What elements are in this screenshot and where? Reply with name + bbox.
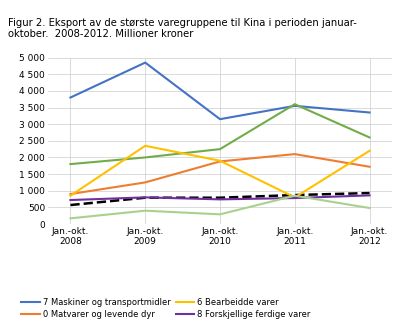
3 Brenselsolje, smørestoffer, strøm xyxy=(367,206,372,210)
0 Matvarer og levende dyr xyxy=(367,165,372,169)
2 Råvarer (ekskl. brensel) xyxy=(367,191,372,195)
Line: 5 Kjemiske produkter: 5 Kjemiske produkter xyxy=(70,104,370,164)
2 Råvarer (ekskl. brensel) xyxy=(68,203,73,207)
5 Kjemiske produkter xyxy=(218,147,222,151)
3 Brenselsolje, smørestoffer, strøm xyxy=(143,209,148,212)
3 Brenselsolje, smørestoffer, strøm xyxy=(218,212,222,216)
7 Maskiner og transportmidler xyxy=(143,61,148,65)
6 Bearbeidde varer xyxy=(143,144,148,148)
Line: 8 Forskjellige ferdige varer: 8 Forskjellige ferdige varer xyxy=(70,196,370,200)
Line: 7 Maskiner og transportmidler: 7 Maskiner og transportmidler xyxy=(70,63,370,119)
7 Maskiner og transportmidler xyxy=(68,96,73,100)
6 Bearbeidde varer xyxy=(367,149,372,153)
7 Maskiner og transportmidler xyxy=(292,104,297,108)
3 Brenselsolje, smørestoffer, strøm xyxy=(68,216,73,220)
8 Forskjellige ferdige varer xyxy=(68,198,73,202)
Legend: 7 Maskiner og transportmidler, 0 Matvarer og levende dyr, 5 Kjemiske produkter, : 7 Maskiner og transportmidler, 0 Matvare… xyxy=(21,298,345,320)
8 Forskjellige ferdige varer xyxy=(143,196,148,199)
5 Kjemiske produkter xyxy=(143,156,148,159)
8 Forskjellige ferdige varer xyxy=(292,196,297,200)
2 Råvarer (ekskl. brensel) xyxy=(143,196,148,200)
Line: 2 Råvarer (ekskl. brensel): 2 Råvarer (ekskl. brensel) xyxy=(70,193,370,205)
6 Bearbeidde varer xyxy=(218,159,222,163)
8 Forskjellige ferdige varer xyxy=(367,194,372,197)
0 Matvarer og levende dyr xyxy=(68,192,73,196)
6 Bearbeidde varer xyxy=(292,196,297,199)
2 Råvarer (ekskl. brensel) xyxy=(292,193,297,197)
8 Forskjellige ferdige varer xyxy=(218,197,222,201)
2 Råvarer (ekskl. brensel) xyxy=(218,196,222,200)
5 Kjemiske produkter xyxy=(367,136,372,140)
6 Bearbeidde varer xyxy=(68,194,73,198)
7 Maskiner og transportmidler xyxy=(367,111,372,115)
0 Matvarer og levende dyr xyxy=(143,180,148,184)
0 Matvarer og levende dyr xyxy=(292,152,297,156)
0 Matvarer og levende dyr xyxy=(218,159,222,163)
7 Maskiner og transportmidler xyxy=(218,117,222,121)
Line: 3 Brenselsolje, smørestoffer, strøm: 3 Brenselsolje, smørestoffer, strøm xyxy=(70,196,370,218)
Line: 0 Matvarer og levende dyr: 0 Matvarer og levende dyr xyxy=(70,154,370,194)
3 Brenselsolje, smørestoffer, strøm xyxy=(292,194,297,198)
5 Kjemiske produkter xyxy=(292,102,297,106)
5 Kjemiske produkter xyxy=(68,162,73,166)
Line: 6 Bearbeidde varer: 6 Bearbeidde varer xyxy=(70,146,370,197)
Text: Figur 2. Eksport av de største varegruppene til Kina i perioden januar-
oktober.: Figur 2. Eksport av de største varegrupp… xyxy=(8,18,357,39)
